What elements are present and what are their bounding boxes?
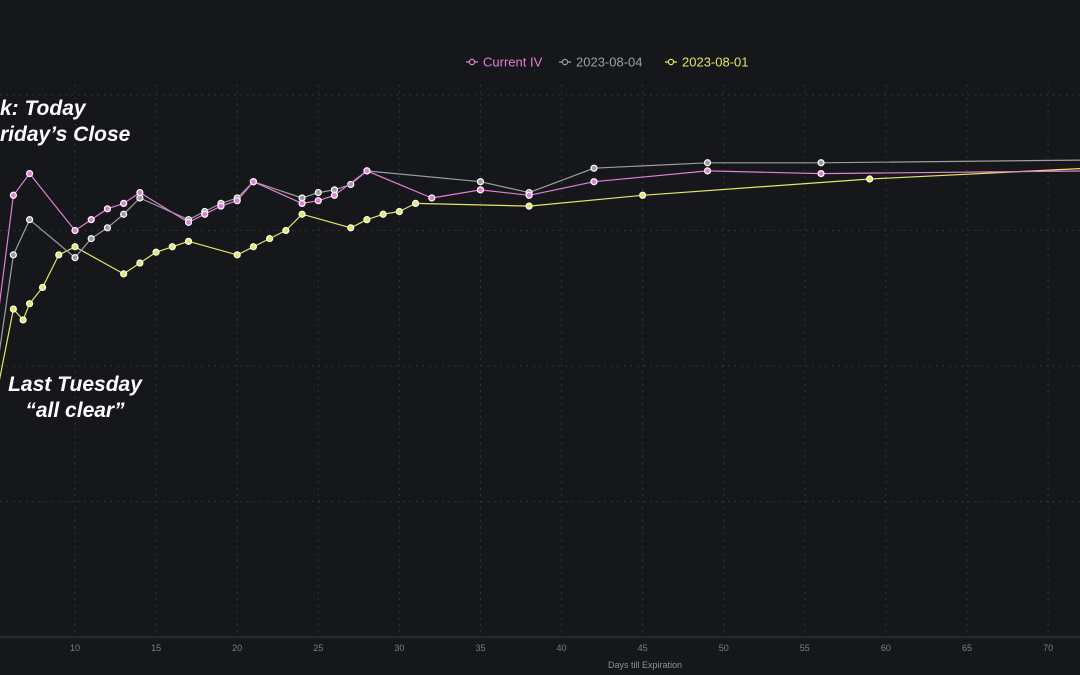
x-tick-label: 70 <box>1043 643 1053 653</box>
annotation-line: k: Today <box>0 97 86 120</box>
legend-marker-icon <box>561 58 569 66</box>
data-point <box>314 197 322 205</box>
x-axis-title: Days till Expiration <box>608 660 682 670</box>
data-point <box>590 178 598 186</box>
data-point <box>25 300 34 308</box>
x-tick-label: 40 <box>557 643 567 653</box>
data-point <box>9 305 17 313</box>
data-point <box>120 210 128 218</box>
legend-label: 2023-08-04 <box>576 55 643 70</box>
data-point <box>330 191 339 199</box>
data-point <box>71 243 79 251</box>
data-point <box>9 191 17 199</box>
data-point <box>363 167 371 175</box>
x-tick-label: 45 <box>638 643 648 653</box>
data-point <box>266 235 274 243</box>
series-line <box>0 170 1080 305</box>
grid-lines <box>0 85 1080 638</box>
series-lines <box>0 159 1080 381</box>
data-point <box>298 210 306 218</box>
data-point <box>639 191 647 199</box>
data-point <box>866 175 874 183</box>
data-point <box>152 248 160 256</box>
data-point <box>249 243 257 251</box>
legend-item-2023-08-01[interactable]: 2023-08-01 <box>665 55 749 70</box>
data-point <box>703 159 712 167</box>
data-point <box>184 237 193 245</box>
data-point <box>71 254 79 262</box>
legend-label: Current IV <box>483 55 543 70</box>
x-tick-label: 65 <box>962 643 972 653</box>
legend-marker-icon <box>468 58 476 66</box>
data-point <box>363 216 371 224</box>
series-2023-08-01 <box>0 168 1080 381</box>
annotation-last-tuesday: Last Tuesday “all clear” <box>0 372 150 424</box>
x-tick-label: 10 <box>70 643 80 653</box>
data-point <box>298 199 306 207</box>
data-point <box>525 191 533 199</box>
x-tick-label: 60 <box>881 643 891 653</box>
data-point <box>233 251 241 259</box>
data-point <box>136 259 144 267</box>
annotation-today-vs-friday: k: Today riday’s Close <box>0 96 130 148</box>
data-point <box>136 188 144 197</box>
data-point <box>411 199 420 207</box>
data-point <box>282 226 290 235</box>
x-tick-label: 20 <box>232 643 242 653</box>
data-point <box>103 224 112 232</box>
x-tick-label: 30 <box>394 643 404 653</box>
series-current-iv <box>0 167 1080 305</box>
data-point <box>38 283 47 292</box>
x-tick-label: 25 <box>313 643 323 653</box>
data-point <box>314 188 322 197</box>
data-point <box>395 207 403 216</box>
data-point <box>249 178 257 186</box>
data-point <box>55 251 63 259</box>
legend-label: 2023-08-01 <box>682 55 749 70</box>
data-point <box>379 210 387 218</box>
data-point <box>71 226 79 235</box>
data-point <box>201 210 209 218</box>
data-point <box>476 186 485 194</box>
x-tick-labels: 10 15 20 25 30 35 40 45 50 55 60 65 70 <box>70 643 1053 653</box>
data-point <box>25 216 34 224</box>
data-point <box>87 235 95 243</box>
legend-marker-icon <box>667 58 675 66</box>
data-point <box>217 202 225 210</box>
data-point <box>25 169 34 178</box>
x-tick-label: 50 <box>719 643 729 653</box>
data-point <box>703 167 712 175</box>
data-point <box>525 202 533 210</box>
legend[interactable]: Current IV 2023-08-04 2023-08-01 <box>466 55 749 70</box>
data-point <box>9 251 17 259</box>
data-point <box>120 199 128 207</box>
data-point <box>817 159 825 167</box>
data-point <box>184 218 193 226</box>
data-point <box>347 180 355 189</box>
data-point <box>347 224 355 232</box>
data-point <box>428 194 436 202</box>
series-line <box>0 159 1080 352</box>
annotation-line: “all clear” <box>25 399 125 422</box>
data-point <box>120 270 128 278</box>
x-tick-label: 15 <box>151 643 161 653</box>
data-point <box>168 243 176 251</box>
legend-item-current-iv[interactable]: Current IV <box>466 55 543 70</box>
data-point <box>233 197 241 205</box>
annotation-line: Last Tuesday <box>8 373 142 396</box>
legend-item-2023-08-04[interactable]: 2023-08-04 <box>559 55 643 70</box>
data-point <box>476 178 485 186</box>
data-point <box>590 164 598 172</box>
data-point <box>103 205 112 213</box>
series-2023-08-04 <box>0 159 1080 352</box>
x-tick-label: 35 <box>475 643 485 653</box>
annotation-line: riday’s Close <box>0 123 131 146</box>
data-point <box>87 216 95 224</box>
series-line <box>0 168 1080 381</box>
data-point <box>817 169 825 178</box>
data-point <box>19 316 27 324</box>
x-tick-label: 55 <box>800 643 810 653</box>
